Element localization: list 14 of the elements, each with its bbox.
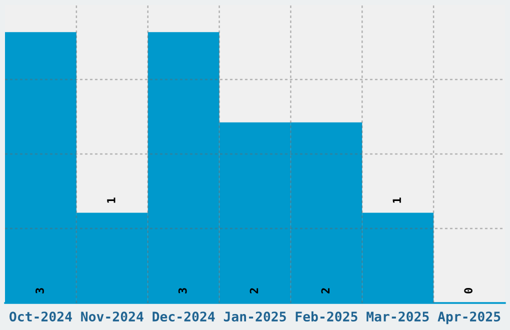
x-tick-label: Oct-2024 — [10, 312, 72, 322]
data-label: 1 — [107, 198, 116, 203]
x-tick-label: Jan-2025 — [224, 312, 286, 322]
x-tick-label: Feb-2025 — [296, 311, 358, 322]
data-label: 1 — [392, 198, 401, 203]
data-label: 2 — [321, 288, 330, 294]
data-label: 2 — [250, 288, 258, 294]
data-label: 3 — [178, 288, 187, 294]
data-label: 0 — [464, 288, 473, 294]
x-tick-label: Mar-2025 — [366, 312, 429, 322]
x-tick-label: Dec-2024 — [152, 312, 215, 322]
data-label: 3 — [36, 288, 44, 294]
x-tick-label: Nov-2024 — [81, 312, 144, 322]
x-tick-label: Apr-2025 — [438, 312, 500, 324]
